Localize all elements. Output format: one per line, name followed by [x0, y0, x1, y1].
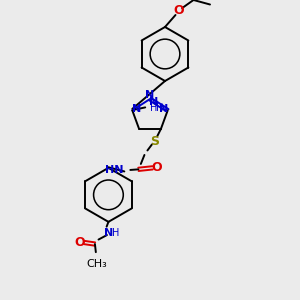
Text: HN: HN: [105, 165, 123, 175]
Text: O: O: [74, 236, 85, 249]
Text: N: N: [149, 97, 158, 107]
Text: N: N: [159, 104, 168, 114]
Text: O: O: [173, 4, 184, 17]
Text: N: N: [145, 90, 154, 100]
Text: CH₃: CH₃: [86, 259, 107, 269]
Text: N: N: [104, 228, 114, 238]
Text: H: H: [156, 103, 163, 113]
Text: H: H: [112, 228, 120, 238]
Text: O: O: [152, 161, 162, 174]
Text: N: N: [132, 104, 141, 114]
Text: S: S: [150, 135, 159, 148]
Text: H: H: [150, 103, 157, 113]
